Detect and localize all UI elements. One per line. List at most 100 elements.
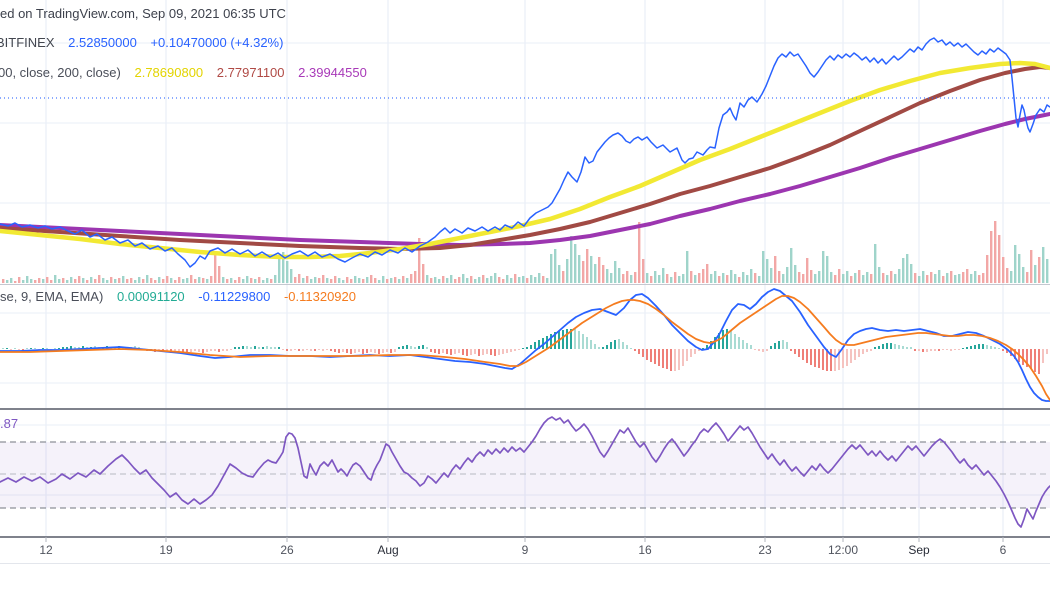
macd-histogram-bar xyxy=(230,349,232,350)
macd-histogram-bar xyxy=(574,329,576,349)
volume-bar xyxy=(734,274,737,283)
macd-histogram-bar xyxy=(738,337,740,349)
volume-bar xyxy=(766,259,769,283)
macd-legend[interactable]: se, 9, EMA, EMA) 0.00091120 -0.11229800 … xyxy=(0,289,356,304)
volume-bar xyxy=(634,272,637,283)
volume-bar xyxy=(626,271,629,283)
macd-histogram-bar xyxy=(742,340,744,349)
volume-bar xyxy=(742,272,745,283)
volume-bar xyxy=(274,275,277,283)
volume-bar xyxy=(74,279,77,283)
volume-bar xyxy=(642,259,645,283)
macd-histogram-bar xyxy=(594,344,596,349)
volume-bar xyxy=(78,276,81,283)
macd-histogram-bar xyxy=(470,349,472,355)
volume-bar xyxy=(702,269,705,283)
volume-bar xyxy=(446,278,449,283)
volume-bar xyxy=(658,275,661,283)
x-axis-label: Aug xyxy=(377,543,399,557)
macd-histogram-bar xyxy=(746,343,748,349)
volume-bar xyxy=(950,271,953,283)
symbol-legend[interactable]: BITFINEX 2.52850000 +0.10470000 (+4.32%) xyxy=(0,35,283,50)
ema-legend[interactable]: 00, close, 200, close) 2.78690800 2.7797… xyxy=(0,65,367,80)
volume-bar xyxy=(798,272,801,283)
macd-histogram-bar xyxy=(826,349,828,371)
volume-bar xyxy=(326,278,329,283)
volume-bar xyxy=(638,222,641,283)
macd-histogram-bar xyxy=(990,346,992,349)
macd-histogram-bar xyxy=(482,349,484,355)
macd-histogram-bar xyxy=(414,347,416,349)
macd-histogram-bar xyxy=(958,349,960,350)
rsi-legend[interactable]: .87 xyxy=(0,416,18,431)
macd-histogram-bar xyxy=(242,346,244,349)
volume-bar xyxy=(266,278,269,283)
macd-histogram-bar xyxy=(1030,349,1032,369)
volume-bar xyxy=(966,269,969,283)
macd-histogram-bar xyxy=(350,349,352,354)
macd-histogram-bar xyxy=(134,346,136,349)
macd-histogram-bar xyxy=(882,344,884,349)
volume-bar xyxy=(270,279,273,283)
volume-bar xyxy=(278,259,281,283)
macd-histogram-bar xyxy=(614,340,616,349)
volume-bar xyxy=(994,221,997,283)
rsi-band xyxy=(0,442,1050,508)
volume-bar xyxy=(854,273,857,283)
volume-bar xyxy=(862,275,865,283)
macd-histogram-bar xyxy=(786,342,788,349)
macd-histogram-bar xyxy=(434,349,436,353)
volume-bar xyxy=(598,257,601,283)
volume-bar xyxy=(590,256,593,283)
macd-histogram-bar xyxy=(794,349,796,354)
volume-bar xyxy=(302,278,305,283)
volume-bar xyxy=(430,278,433,283)
volume-bar xyxy=(630,275,633,283)
volume-bar xyxy=(338,278,341,283)
macd-histogram-bar xyxy=(998,348,1000,349)
volume-bar xyxy=(366,277,369,283)
macd-histogram-bar xyxy=(606,345,608,349)
macd-histogram-bar xyxy=(14,348,16,349)
volume-bar xyxy=(210,276,213,283)
volume-bar xyxy=(670,277,673,283)
volume-bar xyxy=(178,277,181,283)
macd-histogram-bar xyxy=(446,349,448,354)
volume-bar xyxy=(962,272,965,283)
x-axis-label: Sep xyxy=(908,543,930,557)
volume-bar xyxy=(1026,272,1029,283)
macd-histogram-bar xyxy=(422,345,424,349)
volume-bar xyxy=(114,279,117,283)
volume-bar xyxy=(258,277,261,283)
macd-histogram-bar xyxy=(874,347,876,349)
volume-bar xyxy=(482,275,485,283)
volume-bar xyxy=(542,276,545,283)
volume-bar xyxy=(34,280,37,283)
macd-histogram-bar xyxy=(342,349,344,352)
volume-bar xyxy=(86,280,89,283)
volume-bar xyxy=(690,271,693,283)
ema-params-label: 00, close, 200, close) xyxy=(0,65,121,80)
macd-histogram-bar xyxy=(590,340,592,349)
macd-histogram-bar xyxy=(1006,349,1008,353)
volume-bar xyxy=(718,276,721,283)
macd-histogram-bar xyxy=(910,347,912,349)
time-axis[interactable]: 12 19 26 Aug 9 16 23 12:00 Sep 6 xyxy=(0,540,1050,562)
macd-histogram-bar xyxy=(886,343,888,349)
macd-histogram-bar xyxy=(658,349,660,366)
volume-bar xyxy=(298,274,301,283)
volume-bar xyxy=(526,278,529,283)
volume-bar xyxy=(886,275,889,283)
macd-histogram-bar xyxy=(474,349,476,354)
macd-histogram-bar xyxy=(166,349,168,351)
macd-histogram-bar xyxy=(926,349,928,352)
macd-histogram-bar xyxy=(486,349,488,354)
volume-bar xyxy=(974,271,977,283)
volume-bar xyxy=(418,238,421,283)
macd-histogram-bar xyxy=(250,347,252,349)
macd-histogram-bar xyxy=(638,349,640,354)
volume-bar xyxy=(190,275,193,283)
macd-histogram-bar xyxy=(754,349,756,350)
